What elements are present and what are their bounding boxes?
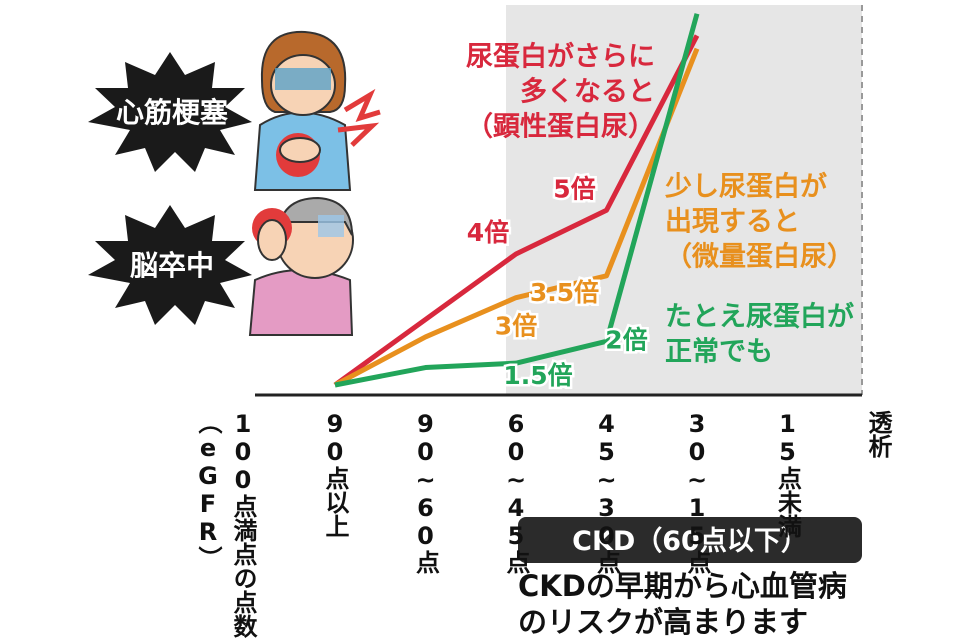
series-note: （顕性蛋白尿） <box>466 111 655 143</box>
ckd-label: CKD（60点以下） <box>572 526 808 557</box>
series-line <box>334 13 700 388</box>
footnote: のリスクが高まります <box>518 605 808 639</box>
value-label: 3倍 <box>495 312 537 341</box>
series-note: 尿蛋白がさらに <box>466 41 655 73</box>
y-axis-label: 100点満点の点数 <box>229 410 257 639</box>
value-label: 2倍 <box>605 325 647 354</box>
series-note: 正常でも <box>665 337 773 368</box>
x-tick-label: 90~60点 <box>412 410 440 574</box>
badge-label: 脳卒中 <box>130 249 214 282</box>
x-tick-label: 60~45点 <box>502 410 530 574</box>
footnote: CKDの早期から心血管病 <box>518 569 847 603</box>
badge-shape <box>88 205 252 325</box>
series-note: 少し尿蛋白が <box>665 171 827 203</box>
x-tick-label: 90点以上 <box>321 410 349 538</box>
value-label: 3.5倍 <box>530 278 599 307</box>
value-label: 4倍 <box>467 218 509 247</box>
value-label: 5倍 <box>553 174 595 203</box>
value-label: 1.5倍 <box>503 361 572 390</box>
series-line <box>333 34 700 388</box>
series-note: 多くなると <box>520 77 655 108</box>
y-axis-label: （eGFR） <box>194 410 222 570</box>
ckd-box <box>518 517 862 563</box>
series-note: たとえ尿蛋白が <box>665 301 854 333</box>
illustration-woman <box>253 30 381 191</box>
series-line <box>333 47 700 388</box>
x-tick-label: 45~30点 <box>593 410 621 574</box>
badge-label: 心筋梗塞 <box>116 96 228 129</box>
x-tick-label: 透析 <box>864 410 892 459</box>
x-tick-label: 15点未満 <box>774 410 802 538</box>
series-note: （微量蛋白尿） <box>665 241 854 273</box>
x-tick-label: 30~15点 <box>683 410 711 574</box>
badge-shape <box>88 52 252 172</box>
illustration-man <box>248 196 354 336</box>
series-note: 出現すると <box>665 207 800 238</box>
